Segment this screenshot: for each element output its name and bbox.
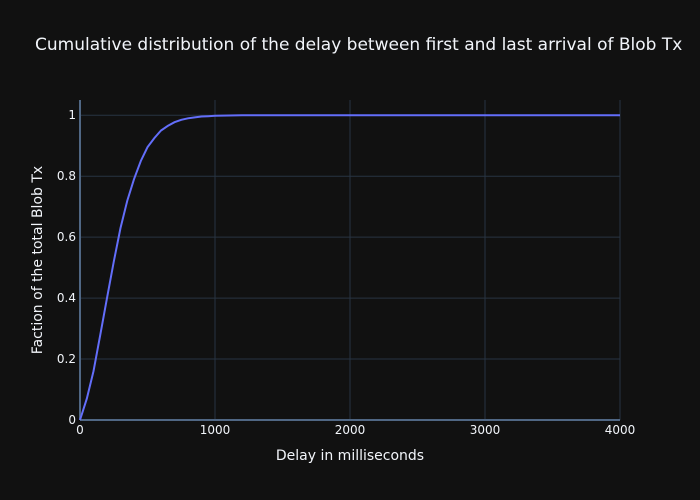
series-layer [79,114,620,421]
x-tick-label: 0 [76,423,84,437]
y-tick-label: 0.6 [57,230,76,244]
y-tick-label: 0.4 [57,291,76,305]
x-axis-title: Delay in milliseconds [276,448,424,464]
x-tick-label: 4000 [605,423,636,437]
x-tick-label: 1000 [200,423,231,437]
y-axis-title: Faction of the total Blob Tx [30,166,46,354]
y-tick-label: 0 [68,413,76,427]
tick-label-layer: 0 1000 2000 3000 4000 0 0.2 0.4 0.6 0.8 1 [57,108,635,437]
x-tick-label: 2000 [335,423,366,437]
x-tick-label: 3000 [470,423,501,437]
y-tick-label: 1 [68,108,76,122]
y-tick-label: 0.8 [57,169,76,183]
cdf-series-line [79,114,620,421]
y-tick-label: 0.2 [57,352,76,366]
chart-title: Cumulative distribution of the delay bet… [35,35,682,55]
grid-layer [80,100,621,420]
axis-layer [79,100,620,421]
